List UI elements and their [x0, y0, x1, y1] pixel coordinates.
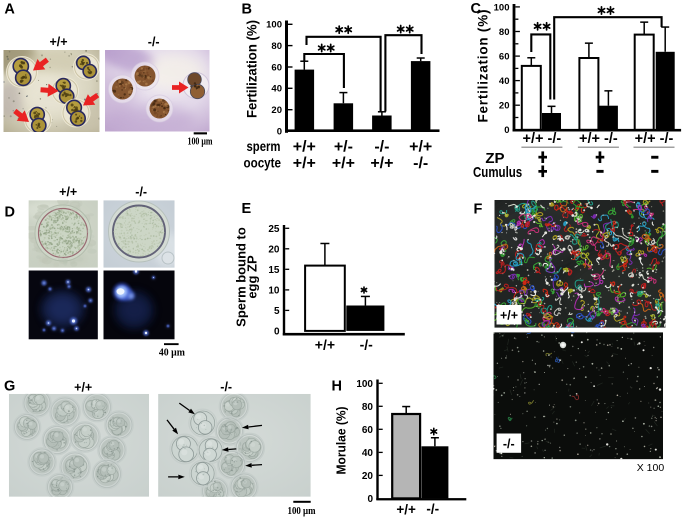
svg-text:10: 10: [268, 285, 280, 296]
svg-text:+/+: +/+: [315, 337, 335, 353]
svg-text:ZP: ZP: [485, 150, 504, 167]
svg-text:-/-: -/-: [360, 337, 374, 353]
svg-text:-/-: -/-: [148, 35, 160, 49]
svg-text:20: 20: [268, 244, 280, 255]
svg-text:-/-: -/-: [135, 185, 147, 199]
svg-text:+/+: +/+: [409, 138, 432, 155]
svg-text:-/-: -/-: [503, 437, 515, 451]
svg-text:40: 40: [271, 84, 282, 95]
svg-text:-/-: -/-: [220, 380, 232, 394]
svg-text:Fertilization (%): Fertilization (%): [476, 10, 491, 123]
svg-text:Cumulus: Cumulus: [473, 164, 522, 181]
svg-text:X 100: X 100: [637, 462, 665, 474]
svg-text:Morulae (%): Morulae (%): [335, 407, 349, 475]
svg-text:A: A: [4, 2, 15, 18]
svg-text:+/+: +/+: [500, 308, 518, 322]
svg-text:80: 80: [271, 41, 282, 52]
svg-text:sperm: sperm: [247, 138, 281, 154]
svg-text:+/+: +/+: [396, 502, 416, 517]
svg-text:20: 20: [362, 471, 374, 482]
svg-text:0: 0: [504, 125, 509, 136]
svg-text:60: 60: [271, 62, 282, 73]
svg-text:100: 100: [356, 379, 373, 390]
svg-text:+/+: +/+: [74, 381, 92, 395]
svg-text:+/+: +/+: [293, 155, 316, 172]
svg-text:60: 60: [499, 51, 510, 62]
svg-text:+/+: +/+: [293, 138, 316, 155]
svg-text:B: B: [242, 2, 252, 18]
svg-text:egg ZP: egg ZP: [245, 255, 260, 299]
svg-text:100: 100: [494, 2, 510, 13]
svg-text:15: 15: [268, 265, 280, 276]
svg-text:80: 80: [499, 27, 510, 38]
svg-text:100 μm: 100 μm: [188, 136, 213, 147]
svg-text:25: 25: [268, 224, 280, 235]
svg-text:40: 40: [499, 76, 510, 87]
svg-text:H: H: [332, 379, 342, 395]
svg-text:-/-: -/-: [413, 155, 428, 172]
svg-text:+/+: +/+: [332, 155, 355, 172]
svg-text:-/-: -/-: [374, 138, 389, 155]
svg-text:0: 0: [274, 327, 280, 338]
svg-text:oocyte: oocyte: [244, 154, 282, 170]
svg-text:C: C: [471, 1, 482, 17]
svg-text:Fertilization (%): Fertilization (%): [244, 20, 260, 118]
svg-text:60: 60: [362, 425, 374, 436]
svg-text:0: 0: [277, 126, 282, 137]
svg-text:+/+ -/-: +/+ -/-: [579, 131, 618, 147]
svg-text:0: 0: [367, 494, 373, 505]
svg-text:20: 20: [499, 101, 510, 112]
svg-text:40 μm: 40 μm: [159, 346, 185, 358]
svg-text:+/+ -/-: +/+ -/-: [635, 131, 674, 147]
svg-text:E: E: [242, 201, 252, 217]
svg-text:+/+: +/+: [370, 155, 393, 172]
svg-text:F: F: [474, 202, 483, 218]
svg-text:+/+: +/+: [59, 185, 77, 199]
svg-text:100: 100: [266, 20, 282, 31]
svg-text:5: 5: [274, 306, 280, 317]
svg-text:+/+ -/-: +/+ -/-: [523, 131, 562, 147]
svg-text:G: G: [4, 379, 15, 395]
svg-text:Sperm bound to: Sperm bound to: [234, 227, 249, 327]
svg-text:80: 80: [362, 402, 374, 413]
svg-text:D: D: [5, 205, 15, 221]
svg-text:-/-: -/-: [426, 501, 439, 516]
svg-text:+/-: +/-: [334, 138, 353, 155]
svg-text:100 μm: 100 μm: [288, 506, 316, 517]
svg-text:+/+: +/+: [49, 35, 67, 49]
svg-text:20: 20: [271, 105, 282, 116]
svg-text:40: 40: [362, 448, 374, 459]
